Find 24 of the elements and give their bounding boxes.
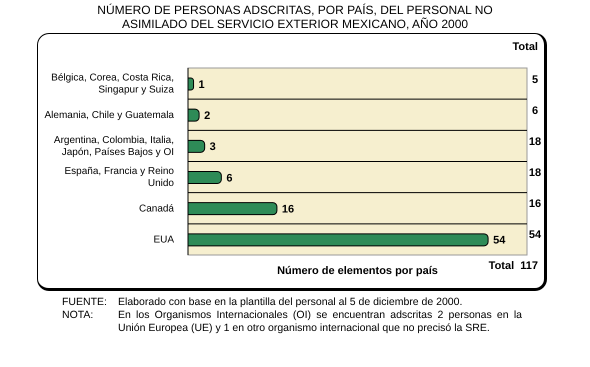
text: 16 xyxy=(528,198,542,210)
y-tick-label: EUA xyxy=(153,234,174,246)
text: NOTA: En los Organismos Internacionales (OI) se encuentran adscritas 2 personas en la Unión Europea (UE) y 1 en otro organismo internacional que no precisó la SRE. xyxy=(62,309,522,334)
data-label: 1 xyxy=(198,78,205,91)
data-label: 2 xyxy=(204,110,210,122)
text: Total 117 xyxy=(488,260,538,272)
y-tick-label: España, Francia y Reino Unido xyxy=(64,166,174,189)
data-label: 6 xyxy=(226,172,232,184)
x-axis-title: Número de elementos por país xyxy=(277,265,438,277)
data-label: 54 xyxy=(493,234,506,247)
source-note: FUENTE: Elaborado con base en la plantilla del personal al 5 de diciembre de 2000. xyxy=(62,296,462,309)
text: 5 xyxy=(530,74,540,86)
y-tick-label: Alemania, Chile y Guatemala xyxy=(44,109,174,120)
y-tick-label: Canadá xyxy=(138,202,174,214)
text: 18 xyxy=(528,136,542,148)
text: 6 xyxy=(530,104,540,117)
text: Total xyxy=(512,41,538,53)
y-tick-label: Argentina, Colombia, Italia, Japón, Países Bajos y OI xyxy=(54,134,174,158)
chart-title: NÚMERO DE PERSONAS ADSCRITAS, POR PAÍS, DEL PERSONAL NO ASIMILADO DEL SERVICIO EXTERIOR MEXICANO, AÑO 2000 xyxy=(96,3,494,31)
data-label: 16 xyxy=(282,204,294,216)
y-tick-label: Bélgica, Corea, Costa Rica, Singapur y Suiza xyxy=(51,72,174,96)
data-label: 3 xyxy=(210,141,216,154)
text: 18 xyxy=(528,167,542,180)
text: 54 xyxy=(528,229,542,242)
